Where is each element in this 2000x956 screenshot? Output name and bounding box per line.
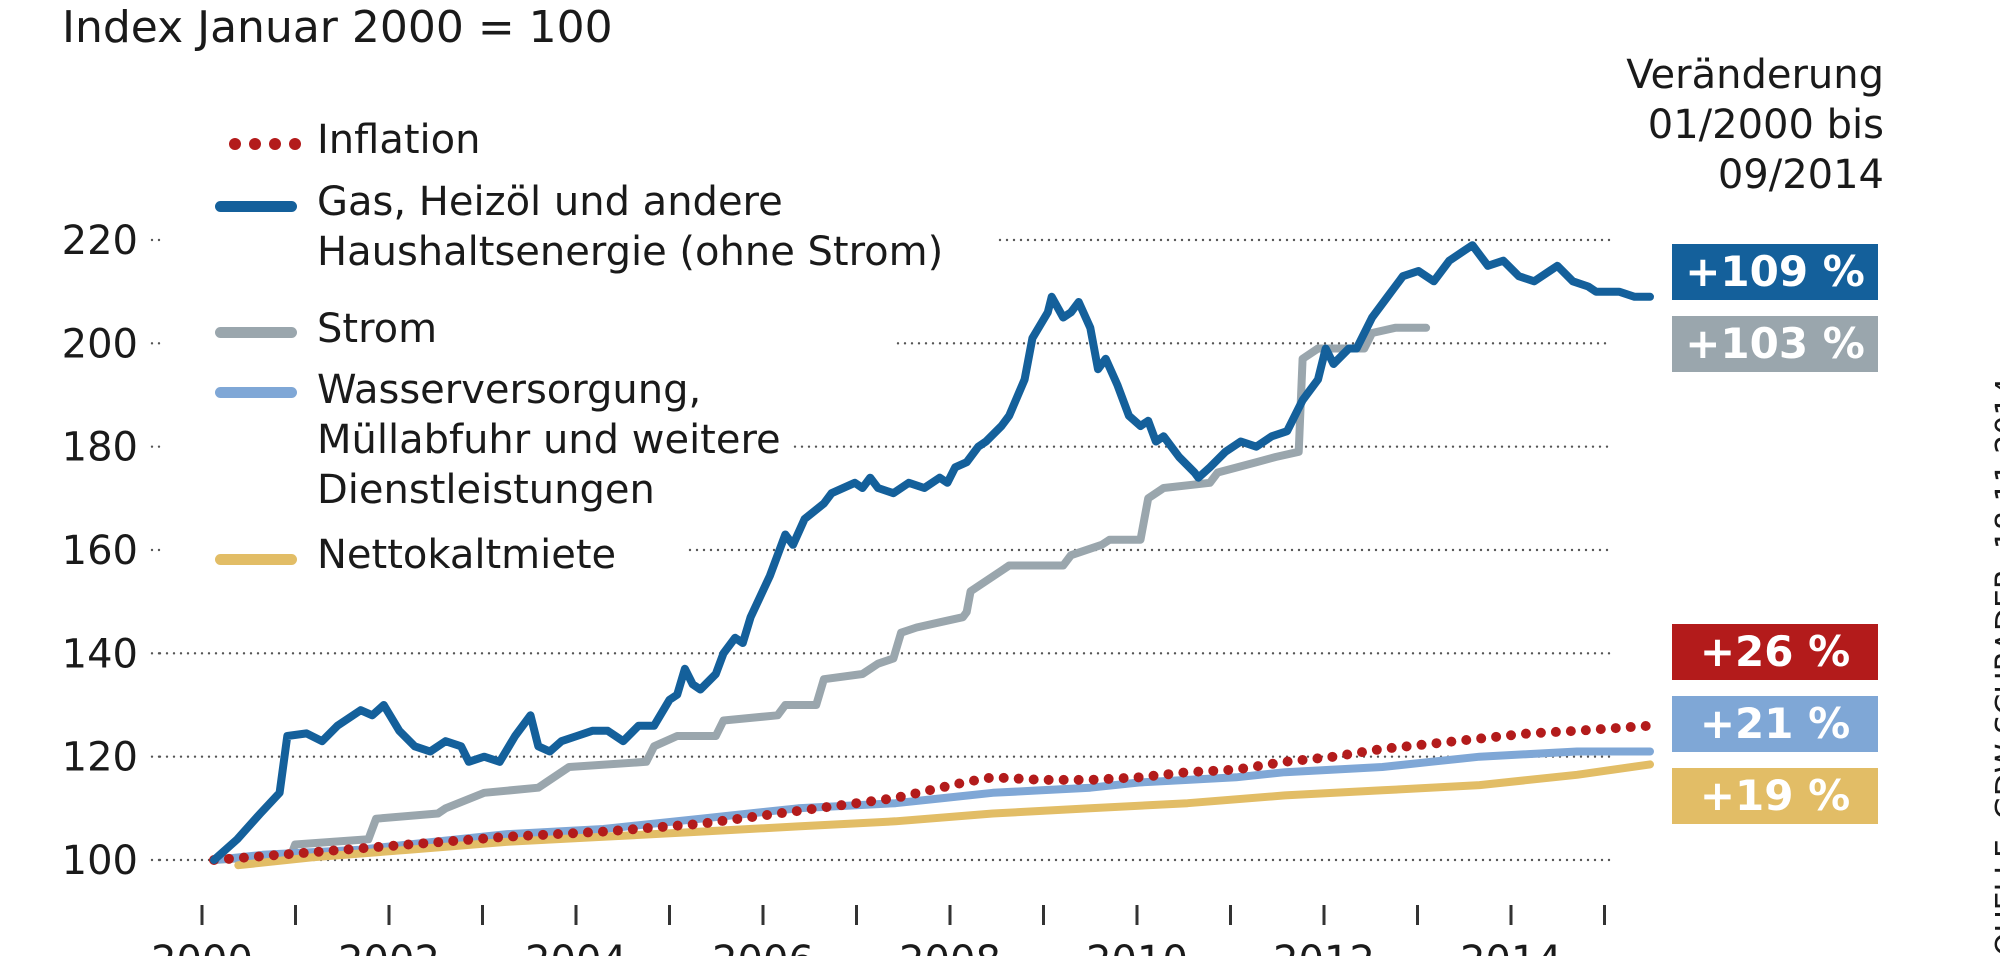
change-badge-strom: +103 %	[1672, 316, 1878, 372]
change-badge-miete: +19 %	[1672, 768, 1878, 824]
x-tick-label: 2006	[712, 938, 814, 956]
change-header: Veränderung 01/2000 bis 09/2014	[1626, 50, 1884, 200]
legend-label: Strom	[317, 304, 437, 354]
line-swatch-icon	[215, 327, 297, 338]
series-lines	[209, 241, 1655, 870]
source-note: QUELLE: GDW-SCHRADER, 18.11.2014	[1990, 377, 2000, 956]
series-line	[234, 760, 1654, 870]
y-tick-label: 100	[62, 838, 138, 884]
series-line	[209, 720, 1655, 865]
y-tick-label: 160	[62, 528, 138, 574]
legend-label-line: Dienstleistungen	[317, 467, 655, 513]
change-header-line: 01/2000 bis	[1647, 102, 1884, 148]
legend-label: Inflation	[317, 115, 480, 165]
y-tick-label: 220	[62, 218, 138, 264]
gridlines	[158, 238, 1614, 862]
x-tick-label: 2000	[151, 938, 253, 956]
chart-subtitle: Index Januar 2000 = 100	[62, 2, 613, 53]
y-tick-label: 120	[62, 735, 138, 781]
legend-label-line: Strom	[317, 306, 438, 352]
line-swatch-icon	[215, 387, 297, 398]
legend-label-line: Nettokaltmiete	[317, 532, 617, 578]
legend-label: Gas, Heizöl und andere Haushaltsenergie …	[317, 177, 943, 277]
legend-label-line: Wasserversorgung,	[317, 367, 702, 413]
x-tick-label: 2012	[1273, 938, 1375, 956]
y-tick-label: 140	[62, 631, 138, 677]
y-axis: 100 120 140 160 180 200 220	[62, 218, 168, 884]
x-tick-label: 2004	[525, 938, 627, 956]
line-swatch-icon	[215, 554, 297, 565]
line-swatch-icon	[215, 201, 297, 212]
x-tick-label: 2010	[1086, 938, 1188, 956]
legend-label-line: Gas, Heizöl und andere	[317, 179, 783, 225]
change-badge-wasser: +21 %	[1672, 696, 1878, 752]
series-line	[210, 323, 1431, 864]
legend-label: Wasserversorgung, Müllabfuhr und weitere…	[317, 365, 781, 515]
change-header-line: 09/2014	[1717, 152, 1884, 198]
legend-label-line: Inflation	[317, 117, 481, 163]
x-tick-label: 2008	[899, 938, 1001, 956]
legend-label-line: Müllabfuhr und weitere	[317, 417, 781, 463]
series-line	[210, 747, 1654, 864]
change-badge-inflation: +26 %	[1672, 624, 1878, 680]
legend-label-line: Haushaltsenergie (ohne Strom)	[317, 229, 944, 275]
legend-label: Nettokaltmiete	[317, 530, 616, 580]
y-tick-label: 200	[62, 321, 138, 367]
change-badge-gas: +109 %	[1672, 244, 1878, 300]
x-tick-label: 2014	[1460, 938, 1562, 956]
y-tick-label: 180	[62, 425, 138, 471]
dotted-line-icon	[229, 135, 319, 154]
series-line	[210, 241, 1654, 864]
change-header-line: Veränderung	[1626, 52, 1884, 98]
